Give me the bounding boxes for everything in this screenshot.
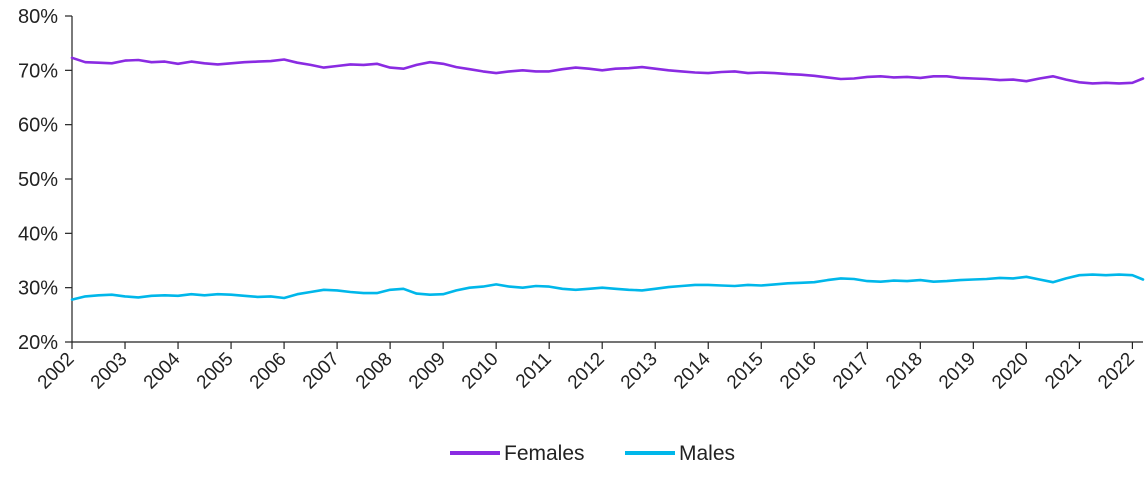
y-tick-label: 20%	[18, 332, 58, 354]
legend: Females Males	[450, 442, 735, 465]
x-tick-label: 2013	[617, 349, 662, 394]
x-tick-label: 2008	[352, 349, 397, 394]
x-tick-label: 2016	[776, 349, 821, 394]
series-layer	[70, 56, 1145, 301]
x-tick-label: 2017	[829, 349, 874, 394]
x-tick-label: 2003	[87, 349, 132, 394]
x-tick-label: 2010	[458, 349, 503, 394]
y-tick-label: 70%	[18, 60, 58, 82]
x-tick-label: 2018	[882, 349, 927, 394]
x-tick-label: 2004	[140, 348, 185, 393]
y-tick-label: 30%	[18, 278, 58, 300]
x-tick-label: 2015	[723, 349, 768, 394]
y-tick-label: 50%	[18, 169, 58, 191]
x-tick-label: 2014	[670, 348, 715, 393]
legend-label-females: Females	[504, 442, 585, 465]
y-tick-label: 80%	[18, 6, 58, 28]
legend-label-males: Males	[679, 442, 735, 465]
x-tick-label: 2005	[193, 349, 238, 394]
x-tick-label: 2002	[34, 349, 79, 394]
x-tick-label: 2009	[405, 349, 450, 394]
x-axis: 2002 2003 2004 2005 2006 2007 2008 2009 2010 2011…	[34, 341, 1143, 394]
x-tick-label: 2007	[299, 349, 344, 394]
series-line-females	[70, 56, 1145, 85]
y-tick-label: 40%	[18, 223, 58, 245]
x-tick-label: 2021	[1041, 349, 1086, 394]
x-tick-label: 2020	[988, 349, 1033, 394]
x-tick-label: 2012	[564, 349, 609, 394]
x-tick-label: 2011	[512, 349, 556, 393]
series-line-males	[70, 273, 1145, 301]
x-tick-label: 2019	[935, 349, 980, 394]
x-tick-label: 2006	[246, 349, 291, 394]
y-tick-label: 60%	[18, 115, 58, 137]
x-tick-label: 2022	[1094, 349, 1139, 394]
y-axis: 20% 30% 40% 50% 60% 70% 80%	[18, 6, 73, 354]
